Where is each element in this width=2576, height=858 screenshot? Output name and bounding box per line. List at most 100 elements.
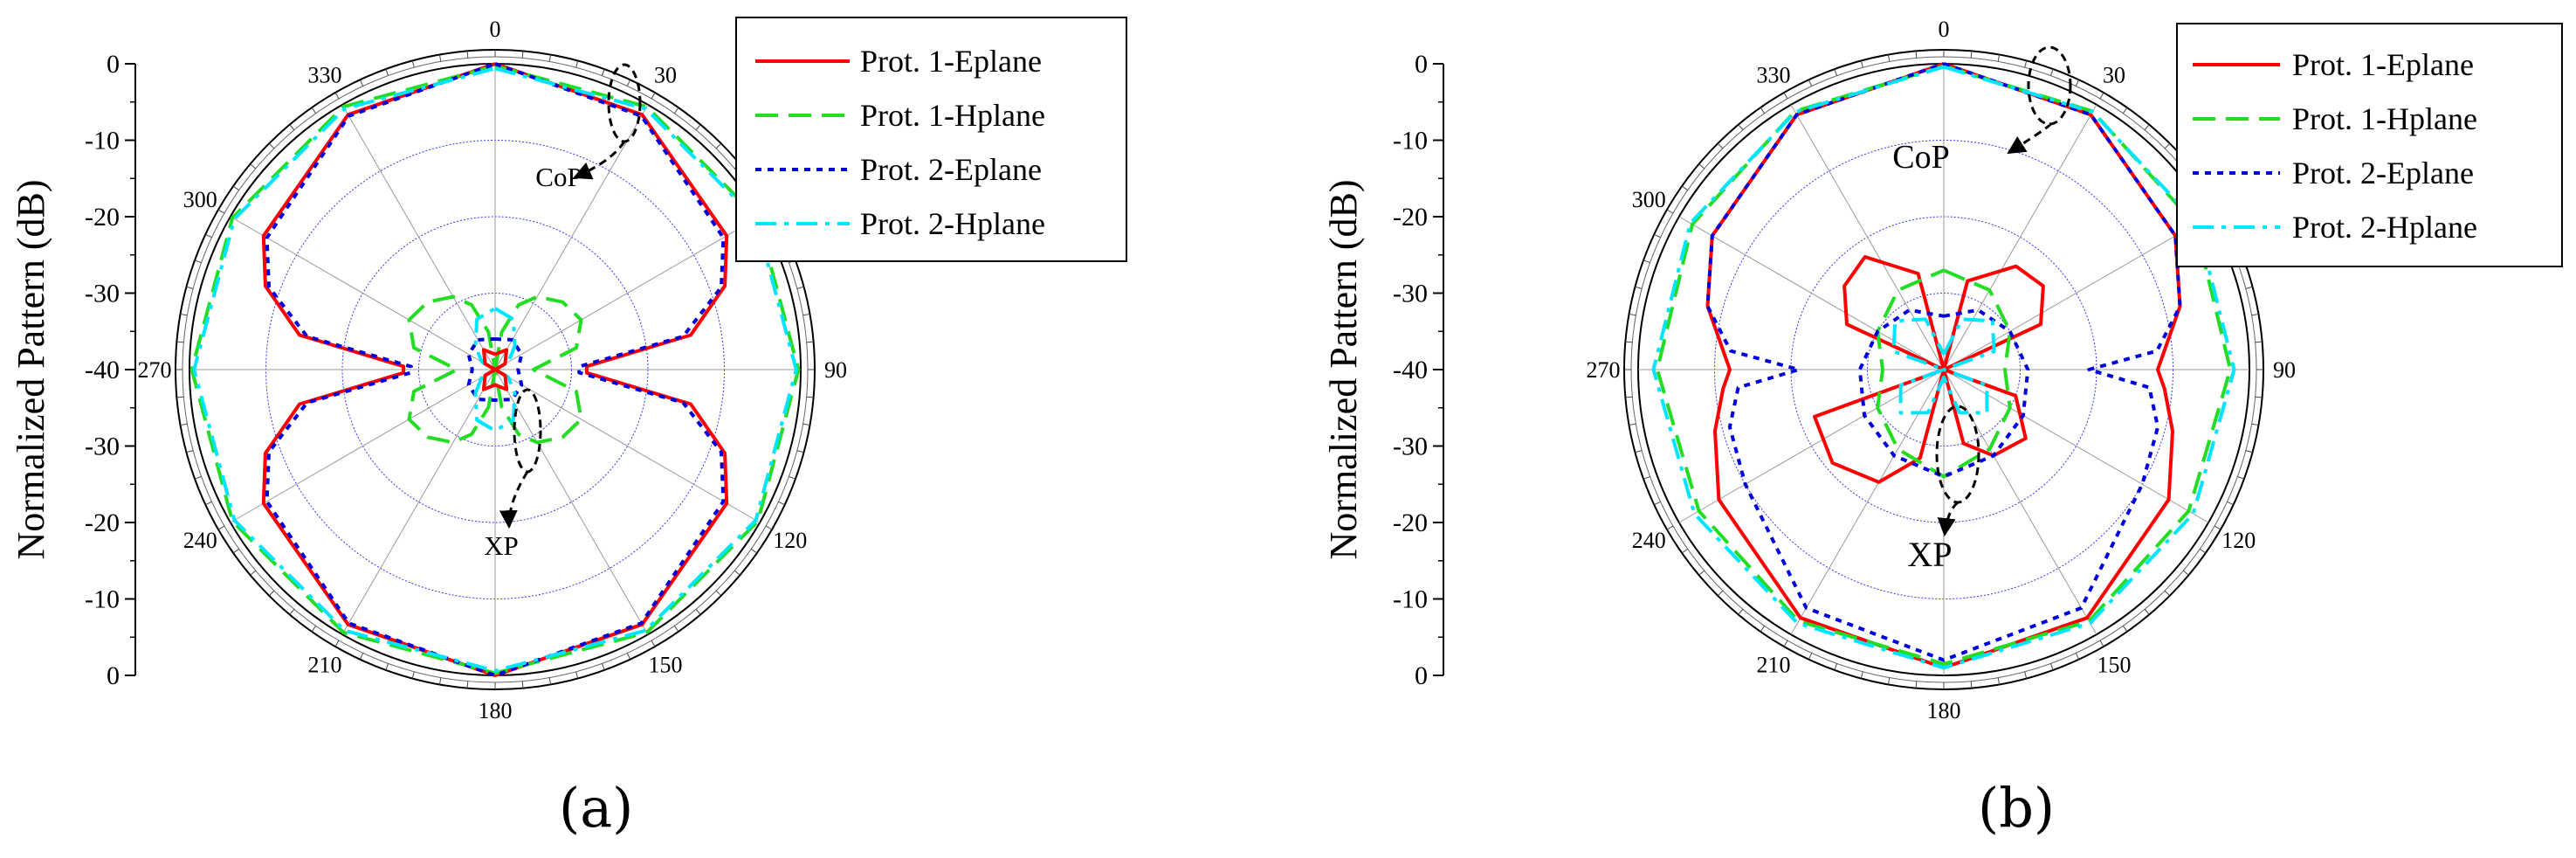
angle-tick-label: 240	[1632, 528, 1666, 553]
angle-minor-tick	[2245, 286, 2253, 289]
angle-tick-label: 120	[773, 528, 807, 553]
angle-minor-tick	[2255, 396, 2263, 398]
grid-spoke	[494, 369, 761, 523]
angle-minor-tick	[806, 396, 814, 398]
angle-minor-tick	[176, 396, 184, 398]
angle-minor-tick	[438, 677, 442, 685]
grid-spoke	[1678, 216, 1945, 370]
series-line	[1705, 62, 2182, 662]
angle-minor-tick	[1860, 671, 1863, 679]
legend-entry: Prot. 2-Eplane	[2292, 156, 2474, 190]
angle-minor-tick	[2144, 608, 2150, 615]
r-tick-label: -40	[85, 356, 120, 384]
series-line	[481, 348, 509, 391]
angle-minor-tick	[2122, 625, 2128, 633]
angle-tick-label: 120	[2221, 528, 2256, 553]
angle-minor-tick	[1783, 92, 1788, 100]
xp-arrow	[499, 471, 529, 529]
angle-minor-tick	[1635, 450, 1643, 453]
angle-tick-label: 0	[1939, 17, 1950, 42]
r-tick-label: -10	[85, 127, 120, 156]
angle-tick-label: 240	[183, 528, 217, 553]
angle-minor-tick	[186, 450, 194, 453]
r-tick-label: -10	[85, 585, 120, 614]
legend-entry: Prot. 1-Eplane	[2292, 47, 2474, 82]
panel-b: 0 30 90 120 150 180 210 240 270 300 330 0 -10 -20 -30 -…	[1288, 0, 2576, 858]
angle-minor-tick	[176, 341, 184, 343]
angle-minor-tick	[205, 233, 212, 239]
angle-minor-tick	[359, 80, 364, 86]
angle-minor-tick	[695, 124, 701, 131]
series-line	[1857, 308, 2030, 479]
angle-minor-tick	[1629, 313, 1636, 316]
angle-minor-tick	[1783, 640, 1788, 647]
angle-tick-label: 90	[824, 357, 847, 383]
r-tick-label: 0	[107, 50, 120, 79]
grid-spoke	[341, 104, 496, 370]
angle-minor-tick	[2237, 475, 2245, 480]
angle-tick-label: 180	[1927, 698, 1961, 723]
angle-minor-tick	[194, 475, 202, 480]
angle-minor-tick	[1808, 653, 1813, 660]
angle-minor-tick	[1915, 681, 1918, 688]
angle-tick-label: 30	[654, 62, 677, 87]
angle-minor-tick	[626, 80, 631, 86]
angle-minor-tick	[601, 68, 605, 76]
r-tick-label: -30	[1393, 432, 1428, 461]
grid-spoke	[494, 216, 761, 370]
angle-minor-tick	[180, 423, 188, 426]
angle-minor-tick	[521, 51, 524, 59]
angle-minor-tick	[217, 525, 225, 530]
angle-minor-tick	[1738, 124, 1744, 131]
cop-arrow	[573, 141, 626, 180]
legend-entry: Prot. 2-Eplane	[860, 152, 1042, 187]
angle-minor-tick	[466, 681, 469, 688]
angle-minor-tick	[2099, 92, 2104, 100]
angle-minor-tick	[575, 60, 579, 68]
r-tick-label: 0	[1415, 661, 1428, 690]
angle-minor-tick	[2251, 313, 2259, 316]
grid-spoke	[341, 369, 496, 635]
angle-minor-tick	[1808, 80, 1813, 86]
series-line	[261, 62, 729, 677]
angle-minor-tick	[2164, 142, 2171, 149]
r-tick-label: -20	[1393, 509, 1428, 537]
angle-minor-tick	[651, 640, 656, 647]
angle-minor-tick	[548, 677, 552, 685]
angle-tick-label: 270	[1587, 357, 1621, 383]
angle-minor-tick	[1666, 525, 1674, 530]
angle-minor-tick	[334, 640, 340, 647]
angle-minor-tick	[1625, 396, 1633, 398]
angle-minor-tick	[1681, 185, 1689, 191]
angle-minor-tick	[802, 313, 810, 316]
angle-minor-tick	[1860, 60, 1863, 68]
angle-minor-tick	[2099, 640, 2104, 647]
cop-ellipse	[2027, 45, 2072, 126]
angle-minor-tick	[1997, 677, 2001, 685]
angle-minor-tick	[2049, 68, 2054, 76]
r-tick-label: -30	[85, 280, 120, 308]
legend: Prot. 1-Eplane Prot. 1-Hplane Prot. 2-Epla…	[735, 17, 1127, 262]
angle-minor-tick	[311, 625, 317, 633]
angle-minor-tick	[2075, 653, 2080, 660]
angle-minor-tick	[1654, 233, 1661, 239]
angle-minor-tick	[796, 286, 804, 289]
angle-minor-tick	[575, 671, 579, 679]
angle-minor-tick	[1834, 68, 1838, 76]
angle-minor-tick	[311, 107, 317, 114]
angle-minor-tick	[1643, 259, 1650, 264]
angle-minor-tick	[673, 625, 679, 633]
r-tick-label: -40	[1393, 356, 1428, 384]
r-tick-label: -20	[85, 203, 120, 232]
angle-minor-tick	[232, 185, 240, 191]
polar-chart-b: 0 30 90 120 150 180 210 240 270 300 330 0 -10 -20 -30 -…	[1322, 17, 2563, 723]
angle-tick-label: 300	[183, 187, 217, 212]
angle-minor-tick	[438, 54, 442, 62]
r-tick-label: -30	[1393, 280, 1428, 308]
legend-box	[735, 17, 1127, 262]
angle-minor-tick	[289, 608, 295, 615]
angle-tick-label: 330	[1757, 62, 1791, 87]
angle-minor-tick	[268, 142, 275, 149]
grid-spoke	[230, 216, 496, 370]
legend-entry: Prot. 1-Hplane	[2292, 101, 2477, 136]
